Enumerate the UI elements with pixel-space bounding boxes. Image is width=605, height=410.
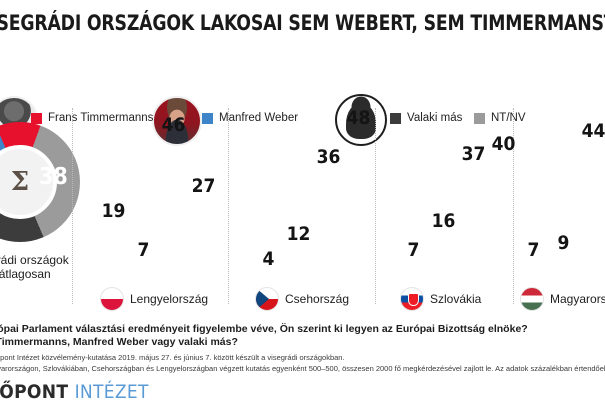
- country-name: Csehország: [285, 292, 350, 306]
- country-label-szlovákia: Szlovákia: [400, 287, 481, 311]
- bar-frans[interactable]: 7: [400, 240, 427, 283]
- country-name: Magyarország: [550, 292, 605, 306]
- bar-chart: 19 7 46 27 Lengyelország 4 12 36 48 Csehország 7 16…: [0, 108, 605, 313]
- source-line-2: A Magyarországon, Szlovákiában, Csehorsz…: [0, 364, 605, 373]
- legend-label-other: Valaki más: [407, 112, 463, 124]
- bar-value-label: 27: [191, 174, 216, 197]
- bar-nt/nv[interactable]: 48: [345, 109, 372, 283]
- country-label-magyarország: Magyarország: [520, 287, 605, 311]
- title-bar: VISEGRÁDI ORSZÁGOK LAKOSAI SEM WEBERT, S…: [0, 0, 605, 46]
- bar-manfred[interactable]: 16: [430, 211, 457, 283]
- legend-item-other: Valaki más: [390, 112, 463, 125]
- brand-secondary: INTÉZET: [74, 381, 149, 403]
- bar-value-label: 4: [262, 248, 275, 271]
- donut-highlight-value: 38: [39, 164, 68, 190]
- bar-value-label: 9: [557, 232, 570, 255]
- brand-primary: NÉZŐPONT: [0, 381, 69, 403]
- group-separator: [375, 108, 376, 304]
- group-separator: [228, 108, 229, 304]
- bar-value-label: 36: [316, 145, 341, 168]
- donut-center: Σ: [0, 145, 57, 219]
- bar-group-bars: 4 12 36 48: [255, 109, 372, 283]
- bar-value-label: 7: [137, 238, 150, 261]
- brand-logo: NÉZŐPONT INTÉZET: [0, 381, 149, 403]
- bar-value-label: 40: [491, 133, 516, 155]
- legend-swatch-weber: [202, 113, 213, 125]
- bar-manfred[interactable]: 7: [130, 240, 157, 283]
- country-label-csehország: Csehország: [255, 287, 349, 311]
- donut-caption: A visegrádi országok lakosai átlagosan: [0, 253, 69, 281]
- bar-nt/nv[interactable]: 40: [490, 135, 517, 283]
- bar-value-label: 19: [101, 200, 126, 223]
- silhouette-body: [346, 103, 376, 140]
- country-name: Szlovákia: [430, 292, 482, 306]
- legend-label-timmermans: Frans Timmermanns: [48, 112, 154, 124]
- flag-cz-icon: [255, 287, 279, 311]
- footer: Az Európai Parlament választási eredmény…: [0, 313, 605, 410]
- bar-value-label: 7: [407, 238, 420, 261]
- bar-group-bars: 794440: [520, 118, 605, 283]
- bar-valaki[interactable]: 44: [580, 122, 605, 283]
- bar-manfred[interactable]: 12: [285, 224, 312, 283]
- bar-frans[interactable]: 19: [100, 202, 127, 283]
- legend-swatch-ntnv: [474, 113, 485, 125]
- question-line-1: Az Európai Parlament választási eredmény…: [0, 323, 528, 335]
- bar-value-label: 44: [581, 120, 605, 143]
- bar-frans[interactable]: 4: [255, 250, 282, 283]
- bar-valaki[interactable]: 46: [160, 115, 187, 283]
- bar-valaki[interactable]: 36: [315, 147, 342, 283]
- bar-value-label: 12: [286, 222, 311, 245]
- legend-label-ntnv: NT/NV: [491, 112, 526, 124]
- legend-label-weber: Manfred Weber: [219, 112, 299, 124]
- weber-portrait: [152, 96, 202, 146]
- legend-item-ntnv: NT/NV: [474, 112, 526, 125]
- country-label-lengyelország: Lengyelország: [100, 287, 208, 311]
- bar-frans[interactable]: 7: [520, 240, 547, 283]
- bar-value-label: 37: [461, 142, 486, 165]
- page-title: VISEGRÁDI ORSZÁGOK LAKOSAI SEM WEBERT, S…: [0, 11, 605, 35]
- sigma-icon: Σ: [10, 167, 30, 197]
- question-line-2: Frans Timmermanns, Manfred Weber vagy va…: [0, 336, 238, 348]
- anonymous-silhouette-icon: [335, 94, 387, 146]
- legend-swatch-other: [390, 113, 401, 125]
- bar-nt/nv[interactable]: 27: [190, 176, 217, 283]
- source-line-1: A Nézőpont Intézet közvélemény-kutatása …: [0, 353, 345, 362]
- summary-donut-block: Σ 38 A visegrádi országok lakosai átlago…: [0, 108, 110, 313]
- bar-value-label: 7: [527, 238, 540, 261]
- group-separator: [72, 108, 73, 304]
- legend-item-weber: Manfred Weber: [202, 112, 299, 125]
- legend-swatch-timmermans: [31, 113, 42, 125]
- country-name: Lengyelország: [130, 292, 209, 306]
- flag-sk-icon: [400, 287, 424, 311]
- legend: Frans Timmermanns Manfred Weber Valaki m…: [0, 46, 605, 146]
- group-separator: [513, 108, 514, 304]
- flag-hu-icon: [520, 287, 544, 311]
- bar-value-label: 48: [346, 107, 371, 130]
- bar-manfred[interactable]: 9: [550, 234, 577, 283]
- bar-group-bars: 7 16 37 40: [400, 118, 517, 283]
- legend-item-timmermans: Frans Timmermanns: [31, 112, 154, 125]
- bar-group-bars: 19 7 46 27: [100, 115, 217, 283]
- flag-pl-icon: [100, 287, 124, 311]
- bar-value-label: 16: [431, 209, 456, 232]
- bar-valaki[interactable]: 37: [460, 144, 487, 283]
- bar-value-label: 46: [161, 113, 186, 136]
